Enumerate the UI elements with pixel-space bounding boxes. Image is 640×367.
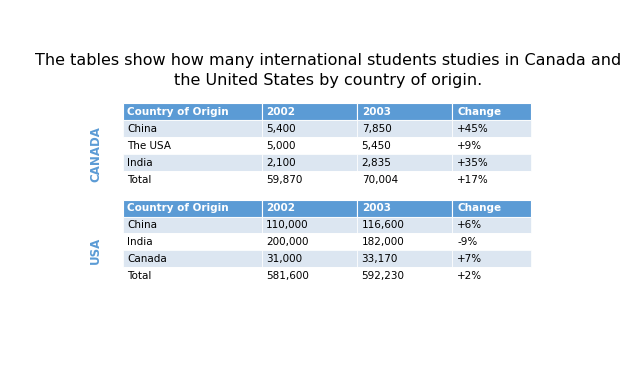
Bar	[452, 233, 531, 250]
Text: 200,000: 200,000	[266, 237, 308, 247]
Text: 5,000: 5,000	[266, 141, 296, 151]
Bar	[123, 103, 262, 120]
Bar	[262, 250, 357, 267]
Bar	[452, 103, 531, 120]
Bar	[262, 137, 357, 154]
Text: +35%: +35%	[457, 157, 489, 168]
Text: Change: Change	[457, 203, 501, 213]
Bar	[452, 120, 531, 137]
Text: 581,600: 581,600	[266, 271, 309, 281]
Bar	[123, 171, 262, 188]
Text: Change: Change	[457, 107, 501, 117]
Bar	[123, 250, 262, 267]
Text: 7,850: 7,850	[362, 124, 392, 134]
Text: +45%: +45%	[457, 124, 489, 134]
Bar	[123, 120, 262, 137]
Bar	[357, 103, 452, 120]
Bar	[123, 267, 262, 284]
Bar	[262, 171, 357, 188]
Text: 592,230: 592,230	[362, 271, 404, 281]
Text: +7%: +7%	[457, 254, 483, 264]
Text: Country of Origin: Country of Origin	[127, 203, 229, 213]
Text: Canada: Canada	[127, 254, 167, 264]
Bar	[123, 137, 262, 154]
Text: CANADA: CANADA	[89, 126, 102, 182]
Text: 2002: 2002	[266, 203, 295, 213]
Bar	[452, 137, 531, 154]
Bar	[262, 233, 357, 250]
Bar	[262, 200, 357, 217]
Text: 5,400: 5,400	[266, 124, 296, 134]
Text: 110,000: 110,000	[266, 220, 308, 230]
Text: 2,835: 2,835	[362, 157, 392, 168]
Text: 59,870: 59,870	[266, 175, 303, 185]
Bar	[452, 200, 531, 217]
Bar	[262, 120, 357, 137]
Bar	[262, 103, 357, 120]
Text: +2%: +2%	[457, 271, 483, 281]
Bar	[357, 217, 452, 233]
Text: 70,004: 70,004	[362, 175, 398, 185]
Text: China: China	[127, 220, 157, 230]
Text: India: India	[127, 237, 153, 247]
Bar	[452, 217, 531, 233]
Text: 182,000: 182,000	[362, 237, 404, 247]
Text: Total: Total	[127, 271, 152, 281]
Text: USA: USA	[89, 237, 102, 264]
Text: 2,100: 2,100	[266, 157, 296, 168]
Text: Country of Origin: Country of Origin	[127, 107, 229, 117]
Text: 33,170: 33,170	[362, 254, 398, 264]
Bar	[123, 233, 262, 250]
Text: 5,450: 5,450	[362, 141, 392, 151]
Text: China: China	[127, 124, 157, 134]
Bar	[357, 171, 452, 188]
Text: -9%: -9%	[457, 237, 477, 247]
Bar	[262, 267, 357, 284]
Bar	[123, 217, 262, 233]
Text: 2002: 2002	[266, 107, 295, 117]
Bar	[357, 154, 452, 171]
Text: India: India	[127, 157, 153, 168]
Text: The USA: The USA	[127, 141, 172, 151]
Bar	[123, 154, 262, 171]
Text: +17%: +17%	[457, 175, 489, 185]
Bar	[357, 267, 452, 284]
Bar	[357, 233, 452, 250]
Text: Total: Total	[127, 175, 152, 185]
Bar	[262, 154, 357, 171]
Bar	[123, 200, 262, 217]
Bar	[452, 267, 531, 284]
Bar	[452, 250, 531, 267]
Bar	[357, 120, 452, 137]
Bar	[452, 171, 531, 188]
Text: +6%: +6%	[457, 220, 483, 230]
Text: 2003: 2003	[362, 203, 390, 213]
Text: +9%: +9%	[457, 141, 483, 151]
Text: 2003: 2003	[362, 107, 390, 117]
Text: 116,600: 116,600	[362, 220, 404, 230]
Bar	[357, 250, 452, 267]
Bar	[452, 154, 531, 171]
Bar	[262, 217, 357, 233]
Text: 31,000: 31,000	[266, 254, 302, 264]
Bar	[357, 137, 452, 154]
Text: The tables show how many international students studies in Canada and
the United: The tables show how many international s…	[35, 53, 621, 88]
Bar	[357, 200, 452, 217]
